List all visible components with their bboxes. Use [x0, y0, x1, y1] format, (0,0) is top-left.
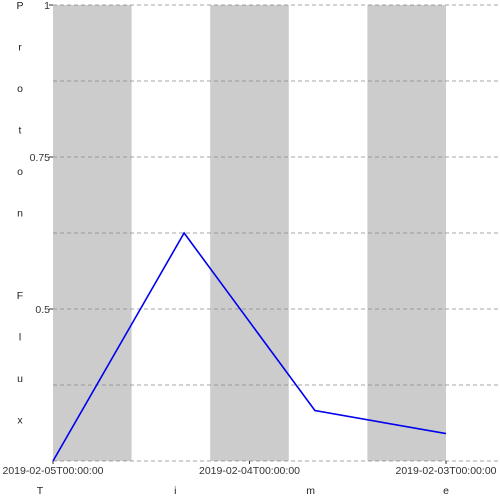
series-lines — [52, 231, 447, 462]
grid-lines — [53, 4, 500, 462]
y-axis-label-char: o — [17, 83, 23, 95]
x-tick-label: 2019-02-05T00:00:00 — [3, 465, 104, 477]
y-axis-label-char: F — [17, 290, 23, 302]
y-axis-label-char: n — [17, 207, 23, 219]
y-axis-label-char: l — [19, 332, 21, 344]
y-axis-label-char: t — [19, 124, 22, 136]
x-tick-label: 2019-02-03T00:00:00 — [396, 465, 497, 477]
y-axis-label-char: o — [17, 166, 23, 178]
x-axis-ticks: 2019-02-05T00:00:00 2019-02-04T00:00:00 20… — [3, 461, 497, 477]
y-axis-label: Pr o t o n Fl u x — [16, 0, 23, 427]
y-axis-label-char: u — [17, 373, 23, 385]
x-axis-label-char: e — [443, 485, 449, 497]
x-axis-label-char: T — [37, 485, 44, 497]
y-tick-label: 0.75 — [30, 152, 51, 164]
y-axis-label-char: P — [16, 0, 23, 12]
y-tick-label: 1 — [44, 0, 50, 12]
y-axis-label-char: r — [18, 41, 22, 53]
y-axis-label-char: x — [17, 415, 23, 427]
y-tick-label: 0.5 — [35, 304, 50, 316]
series-line — [52, 231, 447, 462]
x-tick-label: 2019-02-04T00:00:00 — [199, 465, 300, 477]
y-axis-ticks: 0.5 0.75 1 — [30, 0, 53, 316]
x-axis-label-char: m — [306, 485, 315, 497]
x-axis-label-char: i — [174, 485, 176, 497]
